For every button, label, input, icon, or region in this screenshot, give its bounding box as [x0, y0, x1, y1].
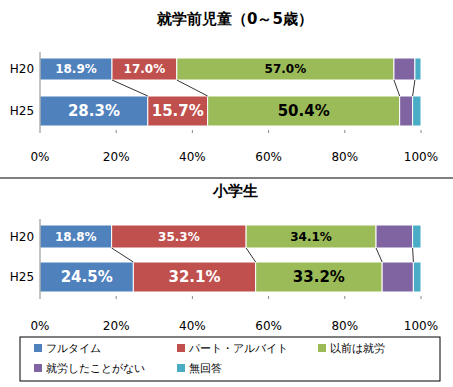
tick-mark — [421, 130, 422, 133]
tick-label: 100% — [404, 319, 438, 333]
data-label: 50.4% — [278, 102, 330, 120]
connector — [112, 80, 148, 96]
bar-segment — [40, 225, 112, 248]
bar-segment — [394, 58, 415, 80]
legend-box — [20, 337, 440, 381]
bar-segment — [413, 262, 421, 292]
chart-title: 就学前児童（0～5歳） — [156, 10, 313, 28]
tick-mark — [344, 130, 345, 133]
bar-segment — [133, 262, 255, 292]
legend-swatch — [34, 344, 42, 352]
category-label: H20 — [10, 62, 34, 76]
tick-mark — [421, 296, 422, 299]
tick-label: 40% — [179, 319, 206, 333]
tick-mark — [116, 130, 117, 133]
data-label: 33.2% — [293, 268, 345, 286]
tick-mark — [344, 296, 345, 299]
connector — [413, 80, 415, 96]
bar-segment — [413, 96, 421, 126]
tick-label: 100% — [404, 150, 438, 164]
category-label: H25 — [10, 270, 34, 284]
legend-swatch — [177, 344, 185, 352]
data-label: 34.1% — [290, 230, 332, 244]
tick-mark — [192, 296, 193, 299]
data-label: 35.3% — [158, 230, 200, 244]
legend-swatch — [318, 344, 326, 352]
connector — [376, 248, 382, 262]
tick-mark — [192, 130, 193, 133]
data-labels: 18.8% 35.3% 34.1% 24.5% 32.1% 33.2% — [55, 230, 345, 287]
chart-canvas: 就学前児童（0～5歳） 18.9% 17.0% 57.0% 28.3% 15.7% 50.4… — [0, 0, 453, 387]
data-labels: 18.9% 17.0% 57.0% 28.3% 15.7% 50.4% — [55, 62, 329, 120]
tick-mark — [268, 130, 269, 133]
bar-segment — [382, 262, 413, 292]
legend-label: 就労したことがない — [46, 362, 145, 375]
tick-mark — [40, 296, 41, 299]
bar-segment — [413, 225, 421, 248]
legend-swatch — [34, 364, 42, 372]
category-label: H25 — [10, 104, 34, 118]
tick-label: 60% — [255, 319, 282, 333]
bar-segment — [40, 262, 133, 292]
tick-label: 20% — [103, 319, 130, 333]
plot-area — [40, 58, 421, 126]
bar-segment — [400, 96, 413, 126]
bar-segment — [177, 58, 394, 80]
data-label: 18.9% — [55, 62, 97, 76]
bar-segment — [376, 225, 413, 248]
bar-segment — [112, 225, 246, 248]
bar-segment — [208, 96, 400, 126]
axis-line — [40, 52, 41, 130]
tick-mark — [116, 296, 117, 299]
bar-segment — [40, 58, 112, 80]
tick-label: 40% — [179, 150, 206, 164]
data-label: 28.3% — [68, 102, 120, 120]
connector — [394, 80, 400, 96]
tick-label: 80% — [331, 150, 358, 164]
connector — [246, 248, 256, 262]
divider — [0, 178, 453, 179]
bar-segment — [415, 58, 421, 80]
category-label: H20 — [10, 230, 34, 244]
tick-mark — [268, 296, 269, 299]
data-label: 24.5% — [61, 268, 113, 286]
tick-label: 80% — [331, 319, 358, 333]
data-label: 15.7% — [152, 102, 204, 120]
bar-segment — [246, 225, 376, 248]
legend-swatch — [177, 364, 185, 372]
plot-area — [40, 225, 421, 292]
legend-label: フルタイム — [46, 342, 101, 355]
tick-label: 0% — [30, 150, 49, 164]
data-label: 57.0% — [265, 62, 307, 76]
data-label: 18.8% — [55, 230, 97, 244]
bar-segment — [148, 96, 208, 126]
bar-segment — [112, 58, 177, 80]
tick-label: 0% — [30, 319, 49, 333]
tick-mark — [40, 130, 41, 133]
legend-label: パート・アルバイト — [188, 342, 288, 355]
chart-title: 小学生 — [212, 182, 258, 200]
data-label: 17.0% — [124, 62, 166, 76]
connector — [412, 248, 414, 262]
tick-label: 60% — [255, 150, 282, 164]
tick-label: 20% — [103, 150, 130, 164]
legend-label: 以前は就労 — [330, 342, 385, 355]
data-label: 32.1% — [168, 268, 220, 286]
connector — [112, 248, 134, 262]
bar-segment — [40, 96, 148, 126]
axis-line — [40, 219, 41, 296]
bar-segment — [256, 262, 382, 292]
legend-label: 無回答 — [189, 362, 222, 375]
connector — [177, 80, 208, 96]
